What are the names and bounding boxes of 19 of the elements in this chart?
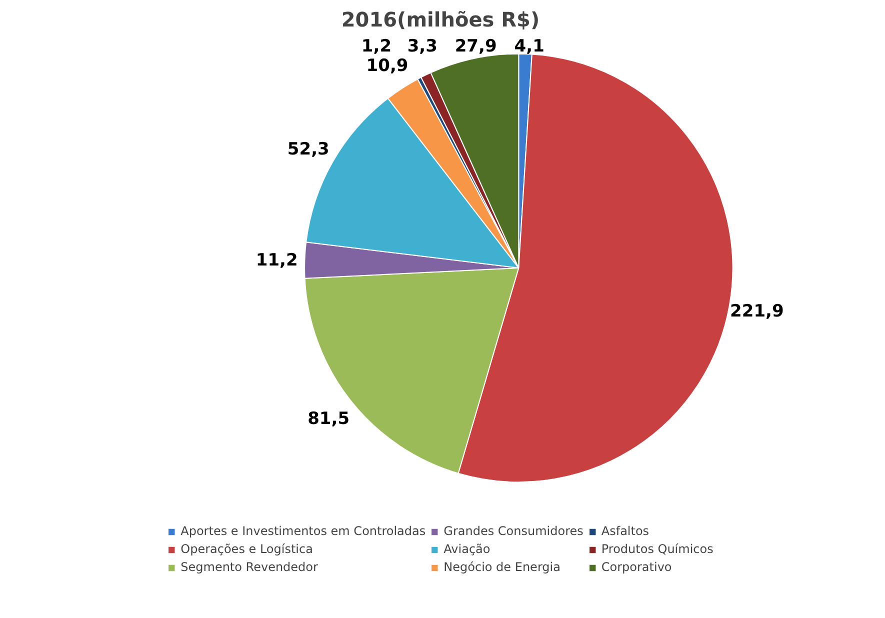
data-label: 221,9 [730, 301, 784, 322]
data-label: 81,5 [308, 409, 350, 430]
data-label: 52,3 [287, 140, 330, 160]
data-label: 1,2 [361, 36, 392, 57]
legend-label: Produtos Químicos [601, 542, 714, 556]
data-label: 27,9 [454, 36, 497, 57]
legend-label: Asfaltos [601, 524, 650, 538]
data-label: 3,3 [407, 36, 438, 57]
data-label: 4,1 [514, 36, 544, 57]
legend-label: Operações e Logística [180, 542, 313, 556]
legend-label: Negócio de Energia [444, 560, 560, 574]
legend-label: Aportes e Investimentos em Controladas [180, 524, 426, 538]
chart-title: 2016(milhões R$) [341, 8, 540, 32]
legend-label: Aviação [444, 542, 490, 556]
legend-label: Grandes Consumidores [444, 524, 584, 538]
data-label: 11,2 [256, 250, 298, 271]
data-label: 10,9 [366, 56, 408, 76]
legend-label: Segmento Revendedor [180, 560, 318, 574]
legend-label: Corporativo [601, 560, 672, 574]
